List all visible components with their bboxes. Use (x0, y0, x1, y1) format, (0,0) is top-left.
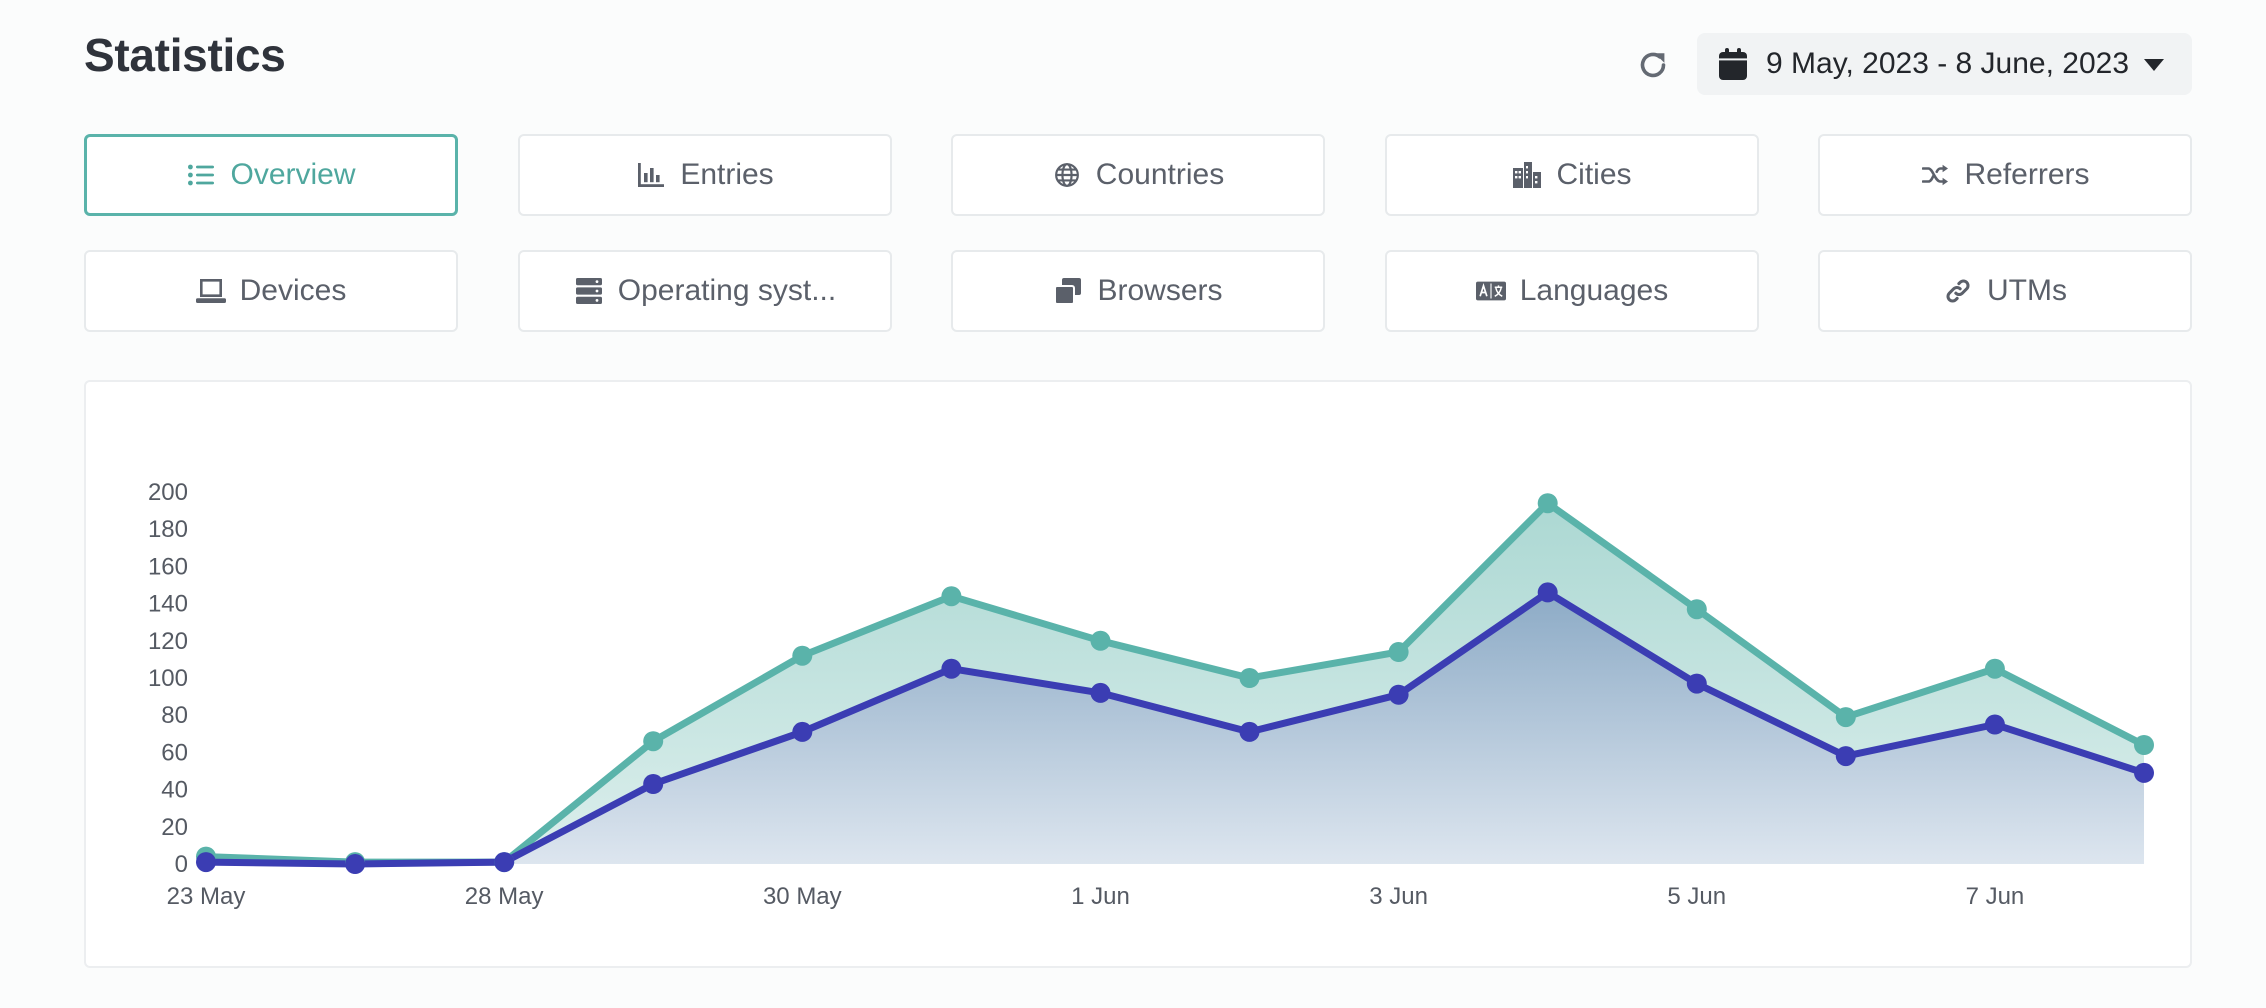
series-teal-point[interactable] (1537, 493, 1558, 514)
series-indigo-point[interactable] (643, 774, 664, 794)
y-tick-label: 140 (148, 591, 188, 618)
tab-label: Countries (1095, 158, 1225, 191)
y-tick-label: 180 (148, 516, 188, 543)
tab-languages[interactable]: Languages (1385, 250, 1759, 332)
area-chart: 0 20 40 60 80 100 120 140 160 180 200 23 May 28 May 3… (148, 479, 2154, 910)
x-tick-label: 5 Jun (1667, 883, 1726, 910)
windows-icon (1053, 276, 1083, 306)
caret-down-icon (2144, 58, 2164, 76)
y-tick-label: 120 (148, 628, 188, 655)
series-indigo-point[interactable] (1090, 682, 1111, 703)
refresh-button[interactable] (1628, 42, 1678, 92)
x-tick-label: 30 May (763, 883, 842, 910)
refresh-icon (1635, 47, 1671, 88)
globe-icon (1052, 160, 1082, 190)
y-tick-label: 80 (161, 702, 188, 729)
y-tick-label: 0 (175, 851, 188, 878)
series-teal-point[interactable] (1686, 599, 1707, 620)
x-tick-label: 1 Jun (1071, 883, 1130, 910)
x-tick-label: 23 May (167, 883, 246, 910)
series-teal-point[interactable] (1239, 668, 1260, 688)
y-tick-label: 200 (148, 479, 188, 506)
series-teal-point[interactable] (1835, 707, 1856, 728)
series-indigo-point[interactable] (1388, 684, 1409, 705)
city-icon (1512, 160, 1542, 190)
series-indigo-point[interactable] (1984, 714, 2005, 735)
series-indigo-point[interactable] (792, 721, 813, 742)
language-icon (1475, 276, 1506, 306)
tab-label: Devices (239, 274, 347, 307)
y-tick-label: 100 (148, 665, 188, 692)
tab-label: Browsers (1097, 274, 1223, 307)
link-icon (1943, 276, 1973, 306)
shuffle-icon (1920, 160, 1950, 190)
tab-label: UTMs (1987, 274, 2067, 307)
server-icon (574, 276, 604, 306)
series-indigo-point[interactable] (2134, 762, 2154, 783)
stats-tabs: Overview Entries Countries Cities Referr… (84, 134, 2192, 334)
tab-label: Referrers (1964, 158, 2090, 191)
date-range-label: 9 May, 2023 - 8 June, 2023 (1766, 47, 2130, 80)
laptop-icon (195, 276, 226, 306)
series-teal-point[interactable] (941, 586, 962, 607)
x-tick-label: 7 Jun (1966, 883, 2025, 910)
tab-label: Overview (230, 158, 356, 191)
series-indigo-point[interactable] (941, 658, 962, 679)
y-tick-label: 160 (148, 553, 188, 580)
series-teal-line (202, 499, 2148, 866)
page-title: Statistics (84, 29, 286, 81)
tab-devices[interactable]: Devices (84, 250, 458, 332)
tab-entries[interactable]: Entries (518, 134, 892, 216)
list-icon (186, 160, 216, 190)
y-tick-label: 20 (161, 814, 188, 841)
tab-utms[interactable]: UTMs (1818, 250, 2192, 332)
series-teal-point[interactable] (1090, 630, 1111, 651)
y-tick-label: 60 (161, 739, 188, 766)
tab-label: Operating syst... (617, 274, 837, 307)
bar-chart-icon (636, 160, 666, 190)
tab-referrers[interactable]: Referrers (1818, 134, 2192, 216)
tab-cities[interactable]: Cities (1385, 134, 1759, 216)
series-indigo-point[interactable] (196, 852, 216, 873)
x-tick-label: 28 May (465, 883, 544, 910)
tab-countries[interactable]: Countries (951, 134, 1325, 216)
tab-browsers[interactable]: Browsers (951, 250, 1325, 332)
series-indigo-point[interactable] (1835, 746, 1856, 767)
date-range-picker[interactable]: 9 May, 2023 - 8 June, 2023 (1697, 33, 2192, 95)
tab-label: Cities (1556, 158, 1632, 191)
series-teal-point[interactable] (2134, 735, 2154, 755)
series-teal-point[interactable] (792, 645, 813, 666)
x-tick-label: 3 Jun (1369, 883, 1428, 910)
statistics-chart: 0 20 40 60 80 100 120 140 160 180 200 23 May 28 May 3… (84, 380, 2192, 968)
series-indigo-point[interactable] (1537, 582, 1558, 603)
y-tick-label: 40 (161, 777, 188, 804)
series-indigo-point[interactable] (345, 854, 366, 874)
series-indigo-area (206, 592, 2144, 864)
series-indigo-point[interactable] (494, 852, 515, 873)
series-teal-point[interactable] (1984, 658, 2005, 679)
series-indigo-point[interactable] (1239, 721, 1260, 742)
tab-operating-systems[interactable]: Operating syst... (518, 250, 892, 332)
series-indigo-line (202, 588, 2148, 868)
series-teal-point[interactable] (643, 731, 664, 752)
calendar-icon (1717, 47, 1749, 81)
tab-overview[interactable]: Overview (84, 134, 458, 216)
tab-label: Languages (1519, 274, 1669, 307)
series-indigo-point[interactable] (1686, 673, 1707, 694)
tab-label: Entries (680, 158, 774, 191)
series-teal-point[interactable] (1388, 642, 1409, 662)
